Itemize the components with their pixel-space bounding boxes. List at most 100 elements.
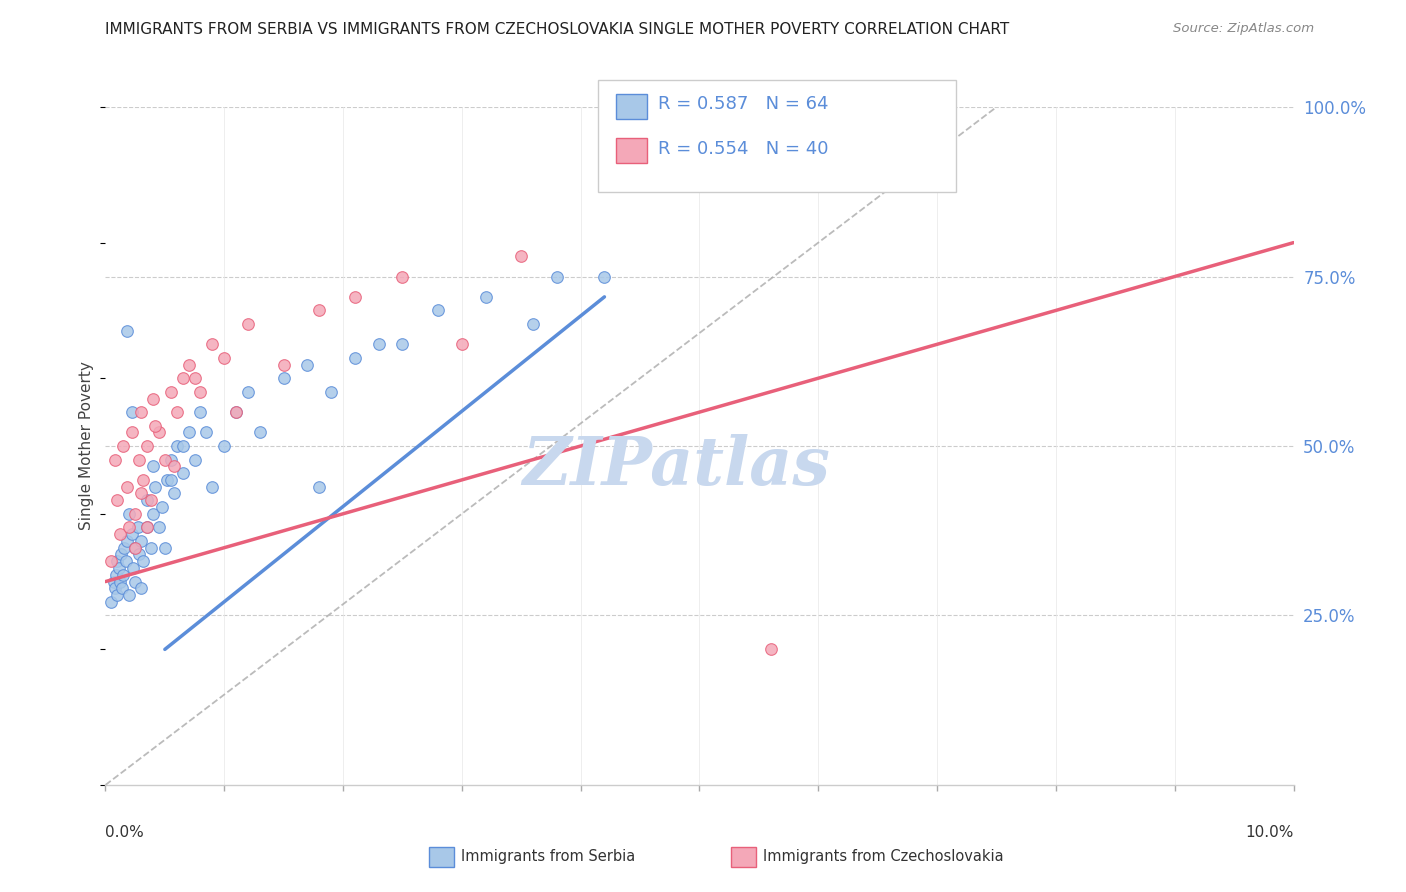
Point <box>183 371 205 385</box>
Point <box>214 351 236 365</box>
Point <box>118 588 141 602</box>
Point <box>510 249 533 263</box>
Point <box>121 425 143 440</box>
Point <box>156 473 179 487</box>
Point <box>153 452 176 467</box>
Point <box>100 554 122 568</box>
Point <box>190 405 212 419</box>
Point <box>142 459 165 474</box>
Point <box>148 520 170 534</box>
Point <box>172 466 194 480</box>
Point <box>759 642 782 657</box>
Point <box>148 425 170 440</box>
Point <box>343 290 366 304</box>
Point <box>343 351 366 365</box>
Point <box>129 486 152 500</box>
Point <box>100 595 122 609</box>
Point <box>142 507 165 521</box>
Point <box>105 567 128 582</box>
Point <box>450 337 472 351</box>
Point <box>136 439 159 453</box>
Point <box>127 520 149 534</box>
Point <box>132 554 155 568</box>
Point <box>297 358 319 372</box>
Point <box>104 452 127 467</box>
Point <box>166 439 188 453</box>
Text: Immigrants from Czechoslovakia: Immigrants from Czechoslovakia <box>763 849 1004 863</box>
Point <box>128 452 150 467</box>
Point <box>129 405 152 419</box>
Point <box>166 405 188 419</box>
Point <box>124 574 146 589</box>
Point <box>129 533 152 548</box>
Point <box>308 480 330 494</box>
Point <box>121 561 143 575</box>
Text: 10.0%: 10.0% <box>1246 825 1294 840</box>
Point <box>132 473 155 487</box>
Point <box>115 533 138 548</box>
Point <box>139 541 162 555</box>
Point <box>391 269 413 284</box>
Point <box>108 527 131 541</box>
Point <box>114 541 136 555</box>
Point <box>124 541 146 555</box>
Point <box>159 473 181 487</box>
Point <box>214 439 236 453</box>
Point <box>593 269 616 284</box>
Point <box>136 520 159 534</box>
Point <box>665 100 688 114</box>
Point <box>111 582 134 596</box>
Point <box>177 425 200 440</box>
Point <box>225 405 247 419</box>
Point <box>163 459 186 474</box>
Point <box>115 480 138 494</box>
Point <box>142 392 165 406</box>
Text: R = 0.554   N = 40: R = 0.554 N = 40 <box>658 140 828 158</box>
Point <box>308 303 330 318</box>
Text: Source: ZipAtlas.com: Source: ZipAtlas.com <box>1174 22 1315 36</box>
Point <box>195 425 218 440</box>
Point <box>546 269 568 284</box>
Text: Immigrants from Serbia: Immigrants from Serbia <box>461 849 636 863</box>
Point <box>105 554 128 568</box>
Point <box>139 493 162 508</box>
Point <box>273 358 295 372</box>
Point <box>177 358 200 372</box>
Point <box>128 548 150 562</box>
Point <box>321 384 343 399</box>
Point <box>249 425 271 440</box>
Point <box>367 337 389 351</box>
Text: 0.0%: 0.0% <box>105 825 145 840</box>
Point <box>225 405 247 419</box>
Point <box>172 371 194 385</box>
Point <box>201 337 224 351</box>
Point <box>143 418 166 433</box>
Point <box>107 561 129 575</box>
Point <box>522 317 544 331</box>
Point <box>104 582 127 596</box>
Point <box>143 480 166 494</box>
Point <box>110 548 132 562</box>
Point <box>115 324 138 338</box>
Point <box>112 439 135 453</box>
Point <box>108 574 131 589</box>
Point <box>201 480 224 494</box>
Text: IMMIGRANTS FROM SERBIA VS IMMIGRANTS FROM CZECHOSLOVAKIA SINGLE MOTHER POVERTY C: IMMIGRANTS FROM SERBIA VS IMMIGRANTS FRO… <box>105 22 1010 37</box>
Point <box>273 371 295 385</box>
Point <box>105 493 128 508</box>
Point <box>183 452 205 467</box>
Point <box>118 507 141 521</box>
Point <box>159 452 181 467</box>
Point <box>103 574 125 589</box>
Point <box>474 290 496 304</box>
Point <box>159 384 181 399</box>
Point <box>136 493 159 508</box>
Y-axis label: Single Mother Poverty: Single Mother Poverty <box>79 361 94 531</box>
Point <box>136 520 159 534</box>
Point <box>121 405 143 419</box>
Point <box>124 507 146 521</box>
Point <box>163 486 186 500</box>
Point <box>112 567 135 582</box>
Point <box>152 500 174 514</box>
Point <box>391 337 413 351</box>
